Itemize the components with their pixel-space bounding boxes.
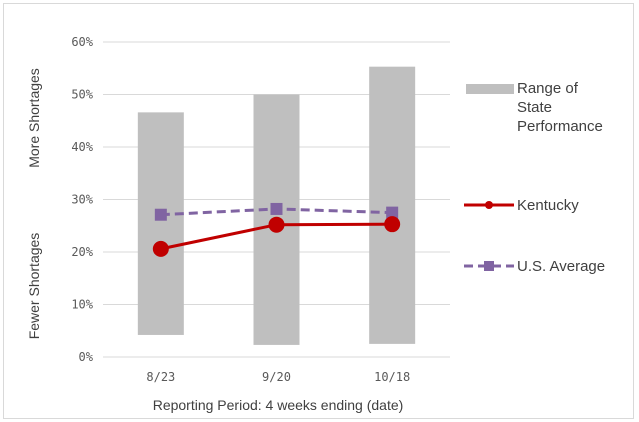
y-tick-labels: 0% 10% 20% 30% 40% 50% 60% bbox=[71, 35, 93, 364]
series-lines bbox=[152, 202, 401, 257]
legend-range-label-2: State bbox=[517, 99, 552, 116]
y-tick-label: 0% bbox=[79, 350, 94, 364]
kentucky-point bbox=[384, 216, 401, 233]
legend-us-marker bbox=[484, 261, 494, 271]
kentucky-point bbox=[268, 216, 285, 233]
legend-us-label: U.S. Average bbox=[517, 258, 605, 275]
y-tick-label: 30% bbox=[71, 193, 93, 207]
legend-range-swatch bbox=[466, 84, 514, 94]
x-axis-title: Reporting Period: 4 weeks ending (date) bbox=[153, 397, 404, 413]
y-tick-label: 10% bbox=[71, 298, 93, 312]
legend-range-label-3: Performance bbox=[517, 118, 603, 135]
legend: Range of State Performance Kentucky U.S.… bbox=[464, 80, 605, 275]
y-axis-title-bottom: Fewer Shortages bbox=[26, 233, 42, 340]
y-tick-label: 50% bbox=[71, 88, 93, 102]
legend-kentucky-marker bbox=[485, 201, 493, 209]
kentucky-point bbox=[152, 240, 169, 257]
x-tick-label: 9/20 bbox=[262, 370, 291, 384]
y-tick-label: 20% bbox=[71, 245, 93, 259]
legend-range-label-1: Range of bbox=[517, 80, 579, 97]
range-bars bbox=[137, 66, 416, 345]
x-tick-labels: 8/23 9/20 10/18 bbox=[146, 370, 410, 384]
range-bar bbox=[369, 66, 416, 344]
us-average-point bbox=[154, 208, 167, 221]
y-tick-label: 60% bbox=[71, 35, 93, 49]
us-average-point bbox=[270, 202, 283, 215]
legend-kentucky-label: Kentucky bbox=[517, 197, 579, 214]
us-average-point bbox=[386, 206, 399, 219]
x-tick-label: 8/23 bbox=[146, 370, 175, 384]
x-tick-label: 10/18 bbox=[374, 370, 410, 384]
y-tick-label: 40% bbox=[71, 140, 93, 154]
range-bar bbox=[137, 112, 184, 335]
y-axis-title-top: More Shortages bbox=[26, 68, 42, 168]
